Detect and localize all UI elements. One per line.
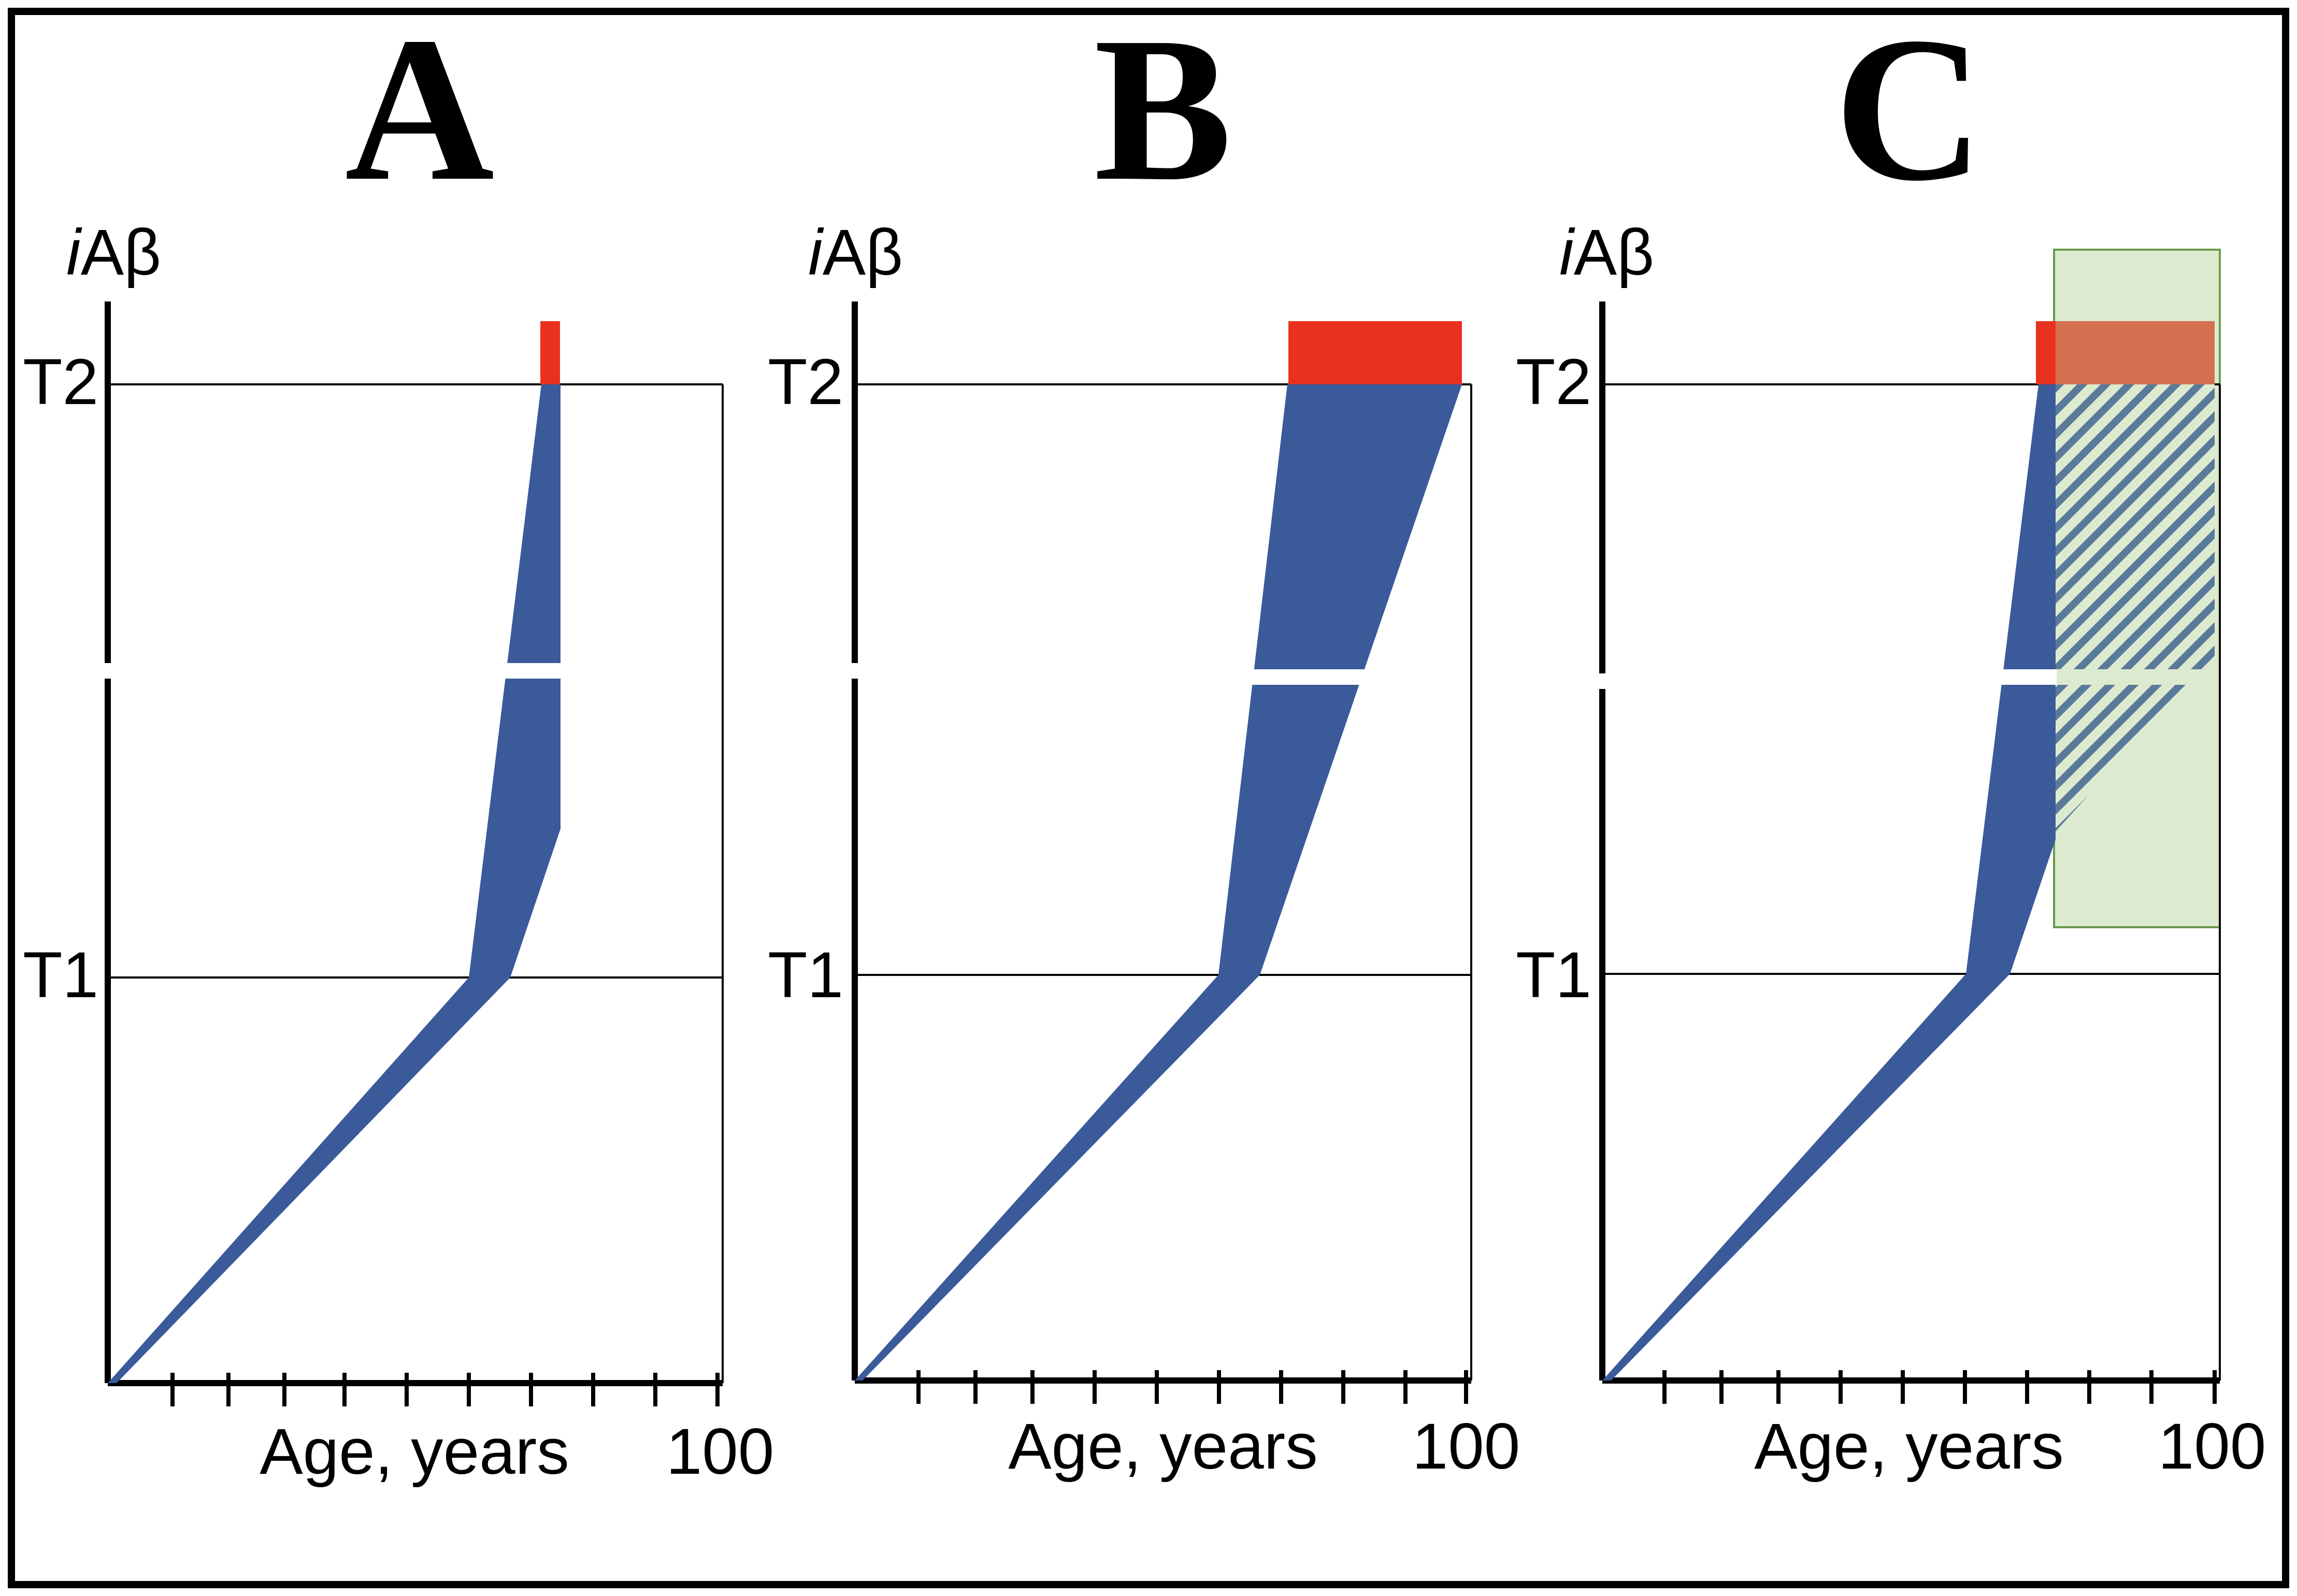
- panel-letter-b: B: [1094, 0, 1232, 224]
- hatched-prevented-trajectories-c: [2056, 384, 2215, 669]
- x-axis-ticks-a: [170, 1373, 720, 1406]
- disease-bar-c: [2036, 321, 2056, 384]
- disease-bar-a: [540, 321, 560, 384]
- y-axis-label-a: iAβ: [66, 217, 161, 289]
- y-axis-label-italic-c: i: [1559, 217, 1575, 289]
- y-axis-label-italic-a: i: [66, 217, 82, 289]
- t1-label-c: T1: [1516, 939, 1591, 1011]
- y-axis-label-italic-b: i: [808, 217, 824, 289]
- disease-bar-overlap-c: [2056, 321, 2215, 384]
- panel-c: C iAβ T2 T1 Age, years 100: [1516, 0, 2266, 1483]
- x-axis-label-b: Age, years: [1008, 1411, 1318, 1483]
- x-axis-max-label-b: 100: [1412, 1411, 1520, 1483]
- axis-break-gap-a: [497, 663, 565, 679]
- y-axis-label-b: iAβ: [808, 217, 903, 289]
- y-axis-label-rest-c: Aβ: [1574, 217, 1654, 289]
- y-axis-label-rest-a: Aβ: [81, 217, 161, 289]
- panel-b: B iAβ T2 T1 Age, years 100: [768, 0, 1520, 1483]
- x-axis-label-a: Age, years: [260, 1416, 569, 1488]
- trajectory-bundle-b: [855, 384, 1462, 1381]
- axis-break-gap-b: [1243, 669, 1399, 685]
- y-axis-label-rest-b: Aβ: [823, 217, 903, 289]
- t1-label-a: T1: [23, 939, 98, 1011]
- x-axis-label-c: Age, years: [1754, 1411, 2064, 1483]
- t2-label-b: T2: [768, 346, 843, 418]
- x-axis-ticks-c: [1662, 1370, 2217, 1404]
- outer-frame: [8, 8, 2289, 1588]
- disease-bar-b: [1288, 321, 1462, 384]
- hatched-prevented-trajectories-lower-c: [2056, 685, 2189, 831]
- t1-label-b: T1: [768, 939, 843, 1011]
- x-axis-max-label-a: 100: [666, 1416, 774, 1488]
- y-axis-label-c: iAβ: [1559, 217, 1654, 289]
- axis-break-gap-c: [2000, 669, 2057, 685]
- t2-label-a: T2: [23, 346, 98, 418]
- panel-a: A iAβ T2 T1 Age, years 100: [23, 0, 774, 1488]
- x-axis-max-label-c: 100: [2158, 1411, 2266, 1483]
- t2-label-c: T2: [1516, 346, 1591, 418]
- x-axis-ticks-b: [916, 1370, 1468, 1404]
- panel-letter-c: C: [1834, 0, 1984, 224]
- panel-letter-a: A: [345, 0, 495, 224]
